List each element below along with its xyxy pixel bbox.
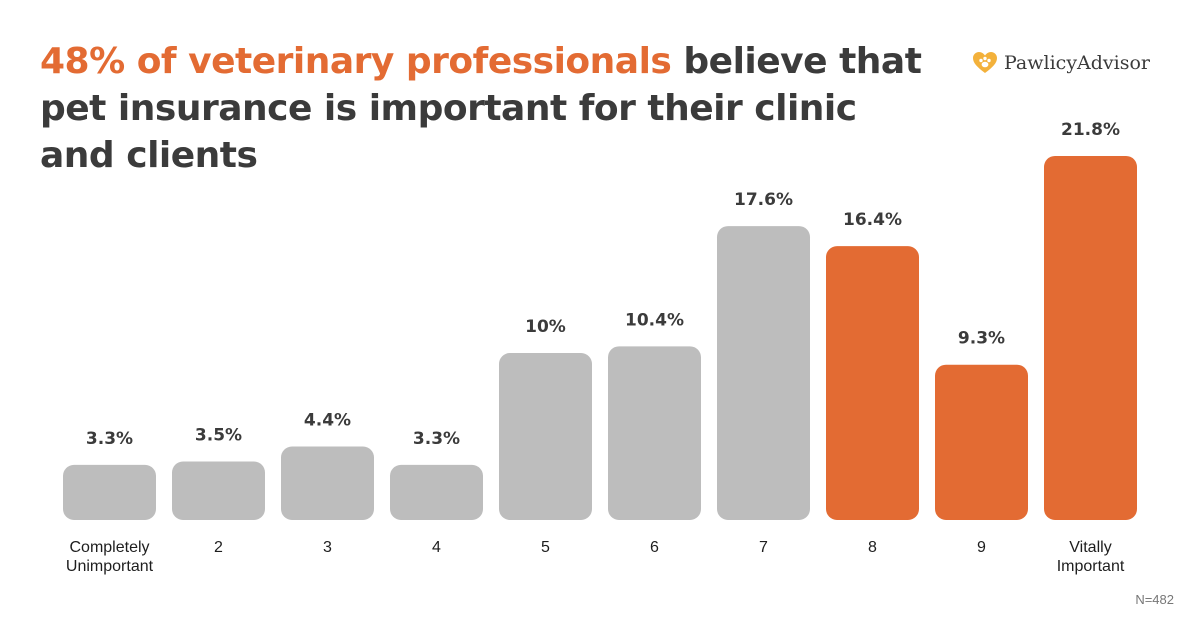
category-label-7: 7 [759,539,768,556]
heart-paw-icon [973,52,997,73]
category-label-9: 9 [977,539,986,556]
bar-value-label-7: 17.6% [734,190,793,210]
bar-3 [281,446,374,520]
bar-value-label-4: 3.3% [413,429,460,449]
category-label-2: 2 [214,539,223,556]
brand-logo: PawlicyAdvisor [972,48,1150,78]
chart-title: 48% of veterinary professionals believe … [40,38,940,179]
bar-value-label-2: 3.5% [195,426,242,446]
chart-title-highlight: 48% of veterinary professionals [40,41,672,82]
bar-value-label-1: 3.3% [86,429,133,449]
bar-8 [826,246,919,520]
category-label-5: 5 [541,539,550,556]
bar-9 [935,364,1028,520]
bar-value-label-10: 21.8% [1061,120,1120,140]
bar-6 [608,346,701,520]
category-label-8: 8 [868,539,877,556]
bar-value-label-5: 10% [525,317,566,337]
bar-5 [499,353,592,520]
category-label-10: Vitally Important [1057,539,1125,575]
category-label-6: 6 [650,539,659,556]
chart-title-rest: believe that pet insurance is important … [40,41,922,176]
category-label-3: 3 [323,539,332,556]
bar-4 [390,464,483,520]
bar-value-label-9: 9.3% [958,329,1005,349]
sample-size-note: N=482 [1135,592,1174,607]
category-label-4: 4 [432,539,441,556]
category-label-1: Completely Unimportant [66,539,154,575]
bar-1 [63,464,156,520]
bar-value-label-8: 16.4% [843,210,902,230]
brand-logo-text: PawlicyAdvisor [1004,52,1151,74]
bar-2 [172,461,265,520]
bar-value-label-6: 10.4% [625,310,684,330]
bar-value-label-3: 4.4% [304,411,351,431]
bar-10 [1044,155,1137,520]
bar-7 [717,226,810,520]
